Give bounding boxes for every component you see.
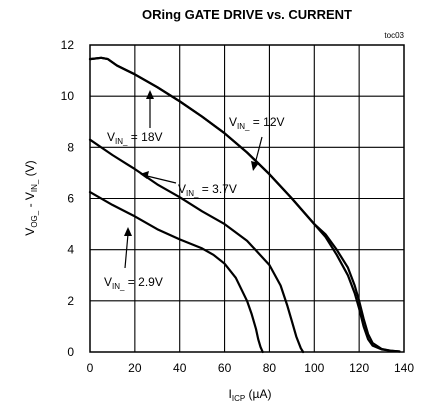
annotation-18v: VIN_ = 18V: [107, 130, 163, 146]
arrow-37v-line: [146, 175, 177, 184]
annotation-37v-suffix: = 3.7V: [198, 182, 236, 196]
arrow-29v-head: [124, 227, 132, 236]
chart-title: ORing GATE DRIVE vs. CURRENT: [142, 7, 352, 22]
x-tick-label-4: 80: [263, 361, 277, 375]
x-axis-label: IICP (µA): [229, 387, 272, 403]
annotation-29v-sub: IN_: [112, 282, 125, 291]
x-axis-label-unit: (µA): [245, 387, 271, 401]
y-axis-label-p2: - V: [23, 192, 37, 211]
x-tick-label-7: 140: [394, 361, 414, 375]
y-axis-label-s1: OG_: [30, 210, 39, 227]
annotation-18v-suffix: = 18V: [127, 130, 162, 144]
plot-frame: [89, 44, 405, 353]
annotation-12v-sub: IN_: [237, 122, 250, 131]
arrow-18v-head: [146, 90, 154, 99]
y-axis-label: VOG_ - VIN_ (V): [23, 160, 39, 235]
annotation-37v-prefix: V: [178, 182, 186, 196]
y-tick-label-6: 12: [61, 38, 75, 52]
arrow-29v-line: [124, 233, 129, 269]
arrow-12v-line: [254, 136, 263, 165]
y-tick-label-3: 6: [67, 192, 74, 206]
series-line-2p9v: [88, 191, 264, 354]
annotation-12v: VIN_ = 12V: [229, 115, 285, 131]
y-axis-label-p3: (V): [23, 160, 37, 179]
arrow-37v-head: [140, 171, 149, 179]
x-tick-label-1: 20: [128, 361, 142, 375]
annotation-12v-suffix: = 12V: [249, 115, 284, 129]
annotation-29v-suffix: = 2.9V: [124, 275, 162, 289]
y-tick-labels: 0 2 4 6 8 10 12: [61, 38, 75, 359]
annotation-arrows: [124, 90, 263, 269]
y-tick-label-5: 10: [61, 89, 75, 103]
grid-lines: [90, 45, 404, 352]
figure-id-label: toc03: [384, 31, 404, 40]
annotation-37v-sub: IN_: [186, 189, 199, 198]
x-tick-label-6: 120: [349, 361, 369, 375]
x-tick-label-3: 60: [218, 361, 232, 375]
annotation-29v: VIN_ = 2.9V: [104, 275, 163, 291]
x-tick-label-0: 0: [87, 361, 94, 375]
series-lines: [88, 56, 401, 354]
x-tick-labels: 0 20 40 60 80 100 120 140: [87, 361, 415, 375]
y-tick-label-1: 2: [67, 294, 74, 308]
annotation-37v: VIN_ = 3.7V: [178, 182, 237, 198]
annotation-18v-prefix: V: [107, 130, 115, 144]
y-axis-label-s2: IN_: [30, 179, 39, 192]
series-line-12v: [88, 56, 401, 353]
annotation-29v-prefix: V: [104, 275, 112, 289]
annotation-18v-sub: IN_: [115, 137, 128, 146]
x-tick-label-2: 40: [173, 361, 187, 375]
y-tick-label-0: 0: [67, 345, 74, 359]
series-line-18v: [88, 56, 401, 353]
x-tick-label-5: 100: [304, 361, 324, 375]
y-tick-label-2: 4: [67, 243, 74, 257]
y-tick-label-4: 8: [67, 140, 74, 154]
annotation-12v-prefix: V: [229, 115, 237, 129]
x-axis-label-sub: ICP: [232, 394, 245, 403]
x-axis-label-main: I: [229, 387, 232, 401]
arrow-12v-head: [251, 161, 259, 171]
y-axis-label-p1: V: [23, 228, 37, 236]
